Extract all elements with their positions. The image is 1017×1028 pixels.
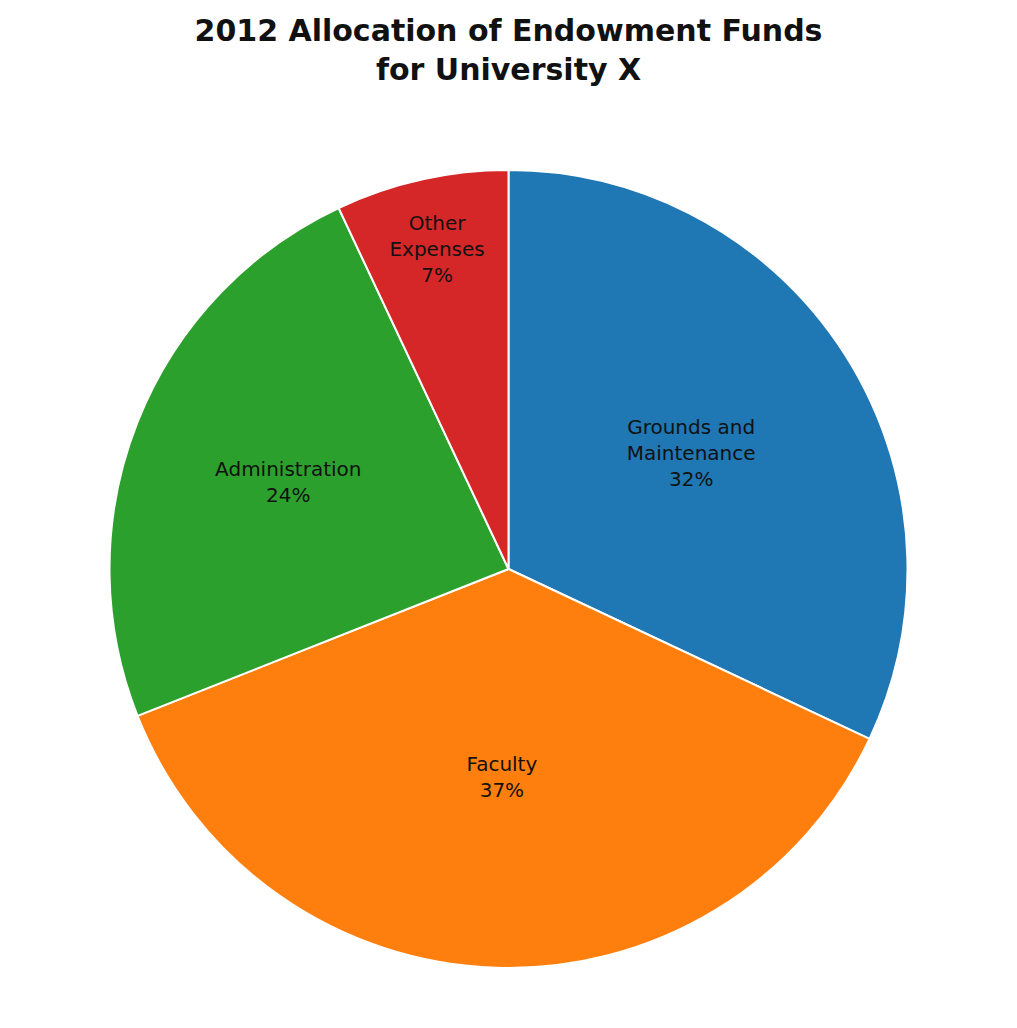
svg-text:Faculty37%: Faculty37% bbox=[466, 752, 537, 802]
svg-text:Administration24%: Administration24% bbox=[215, 457, 361, 507]
svg-text:OtherExpenses7%: OtherExpenses7% bbox=[389, 211, 484, 287]
svg-text:Grounds andMaintenance32%: Grounds andMaintenance32% bbox=[627, 415, 756, 491]
svg-text:2012 Allocation of Endowment F: 2012 Allocation of Endowment Fundsfor Un… bbox=[195, 13, 823, 87]
